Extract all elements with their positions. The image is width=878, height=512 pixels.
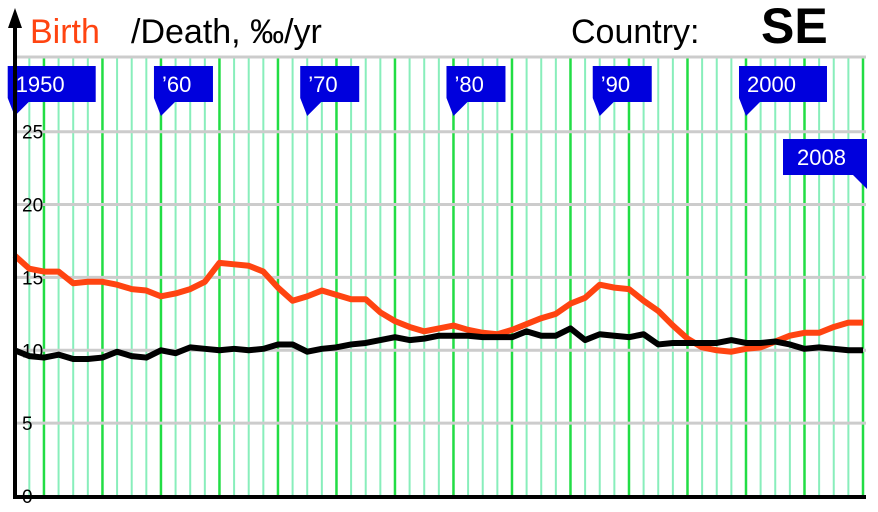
y-axis-arrow-icon (8, 8, 22, 28)
flag-1970: ’70 (300, 66, 360, 116)
flag-label-1990: ’90 (601, 72, 630, 97)
y-tick-20: 20 (22, 196, 43, 217)
country-label: Country: (571, 13, 700, 51)
flag-2008: 2008 (783, 139, 867, 189)
flag-label-2000: 2000 (747, 72, 796, 97)
country-code: SE (761, 0, 828, 54)
flag-1960: ’60 (153, 66, 213, 116)
flag-2000: 2000 (738, 66, 827, 116)
title-death-unit: /Death, ‰/yr (131, 13, 322, 51)
flag-1950: 1950 (7, 66, 96, 116)
flag-label-1980: ’80 (454, 72, 483, 97)
y-tick-5: 5 (22, 414, 33, 435)
flag-label-2008: 2008 (797, 145, 846, 170)
flag-1980: ’80 (446, 66, 506, 116)
y-tick-15: 15 (22, 268, 43, 289)
flag-label-1970: ’70 (308, 72, 337, 97)
title-birth: Birth (30, 13, 100, 51)
flag-label-1950: 1950 (16, 72, 65, 97)
y-tick-25: 25 (22, 123, 43, 144)
decade-flags: 1950 ’60 ’70 ’80 ’90 2000 2008 (7, 66, 867, 189)
flag-label-1960: ’60 (162, 72, 191, 97)
flag-1990: ’90 (592, 66, 652, 116)
data-points (14, 255, 864, 360)
value-gridlines (15, 55, 866, 425)
y-tick-labels: 0 5 10 15 20 25 (22, 123, 43, 508)
